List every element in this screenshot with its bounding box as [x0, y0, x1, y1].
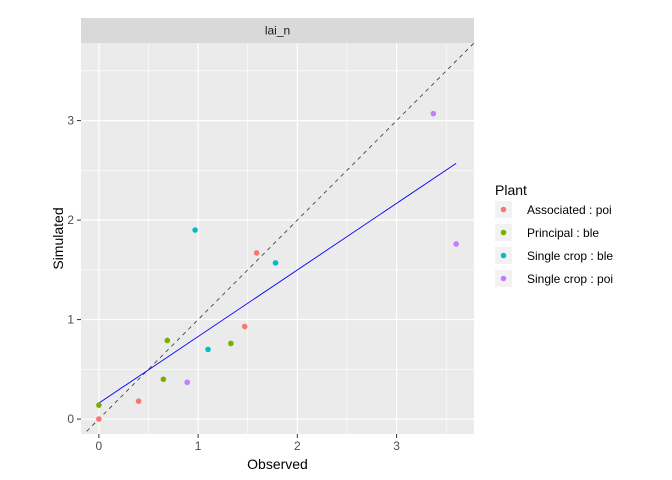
x-axis: 0 1 2 3 — [96, 434, 400, 453]
legend-swatch — [500, 275, 507, 282]
data-point — [430, 110, 437, 117]
y-tick-label: 0 — [67, 412, 74, 426]
data-point — [241, 323, 248, 330]
x-tick-label: 0 — [96, 439, 103, 453]
legend-swatch — [500, 206, 507, 213]
major-grid — [81, 43, 474, 434]
legend: Plant Associated : poi Principal : ble Sin… — [495, 182, 613, 287]
y-tick-label: 1 — [67, 313, 74, 327]
data-point — [160, 376, 167, 383]
y-tick-label: 3 — [67, 114, 74, 128]
legend-title: Plant — [495, 182, 527, 198]
legend-swatch — [500, 252, 507, 259]
x-tick-label: 3 — [393, 439, 400, 453]
facet-strip-label: lai_n — [265, 24, 290, 38]
facet-strip-background — [81, 18, 474, 43]
data-point — [205, 346, 211, 353]
data-point — [96, 402, 102, 408]
data-point — [135, 398, 142, 404]
legend-label: Associated : poi — [527, 203, 612, 217]
legend-label: Single crop : ble — [527, 249, 613, 263]
y-axis: 0 1 2 3 — [67, 114, 81, 426]
data-point — [228, 340, 234, 347]
data-point — [253, 250, 260, 256]
data-point — [272, 260, 279, 266]
facet-strip: lai_n — [81, 18, 474, 43]
panel — [81, 43, 474, 434]
y-tick-label: 2 — [67, 213, 74, 227]
x-tick-label: 1 — [195, 439, 202, 453]
data-point — [184, 379, 190, 386]
data-point — [453, 241, 459, 247]
fit-line — [98, 163, 457, 404]
data-points — [96, 110, 459, 422]
data-point — [192, 227, 198, 233]
data-point — [164, 337, 171, 344]
x-tick-label: 2 — [294, 439, 301, 453]
y-axis-title: Simulated — [50, 207, 66, 269]
legend-swatch — [500, 229, 507, 236]
data-point — [96, 416, 102, 422]
regression-fit-line — [98, 163, 457, 404]
x-axis-title: Observed — [247, 456, 308, 472]
legend-label: Principal : ble — [527, 226, 599, 240]
legend-items: Associated : poi Principal : ble Single cr… — [495, 201, 613, 287]
minor-grid — [81, 43, 474, 434]
legend-label: Single crop : poi — [527, 272, 613, 286]
